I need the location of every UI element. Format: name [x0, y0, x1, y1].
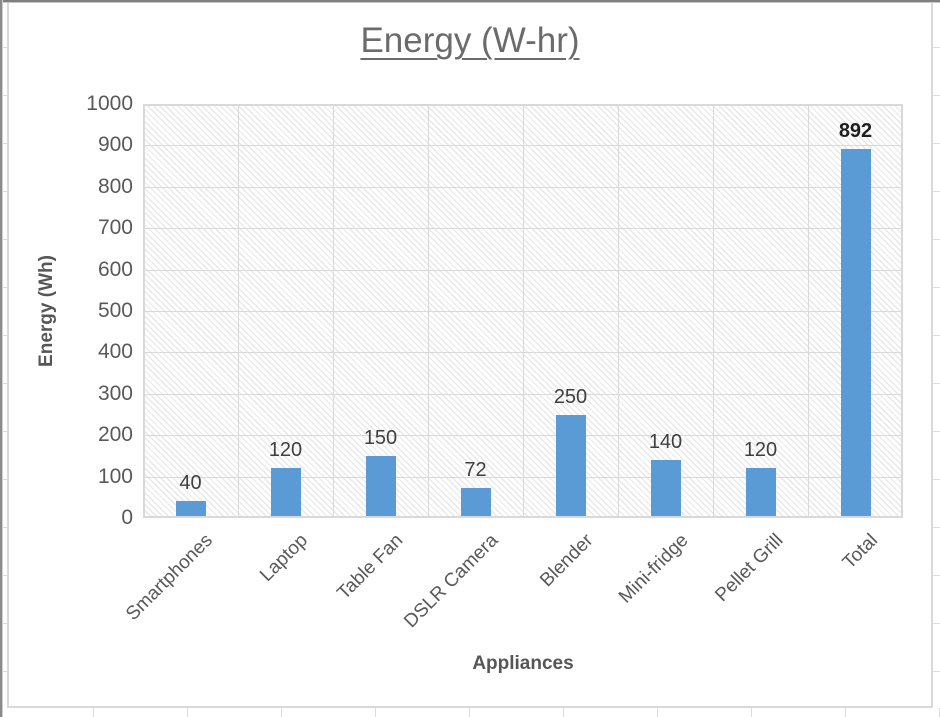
chart-title[interactable]: Energy (W-hr) [360, 21, 580, 60]
screenshot-left-border [0, 0, 3, 717]
screenshot-top-border [0, 0, 940, 3]
spreadsheet-gridlines-bottom [0, 708, 940, 717]
spreadsheet-gridlines-left [0, 0, 7, 708]
chart-frame[interactable]: Energy (W-hr) [7, 0, 933, 708]
spreadsheet-gridlines-right [933, 0, 940, 708]
